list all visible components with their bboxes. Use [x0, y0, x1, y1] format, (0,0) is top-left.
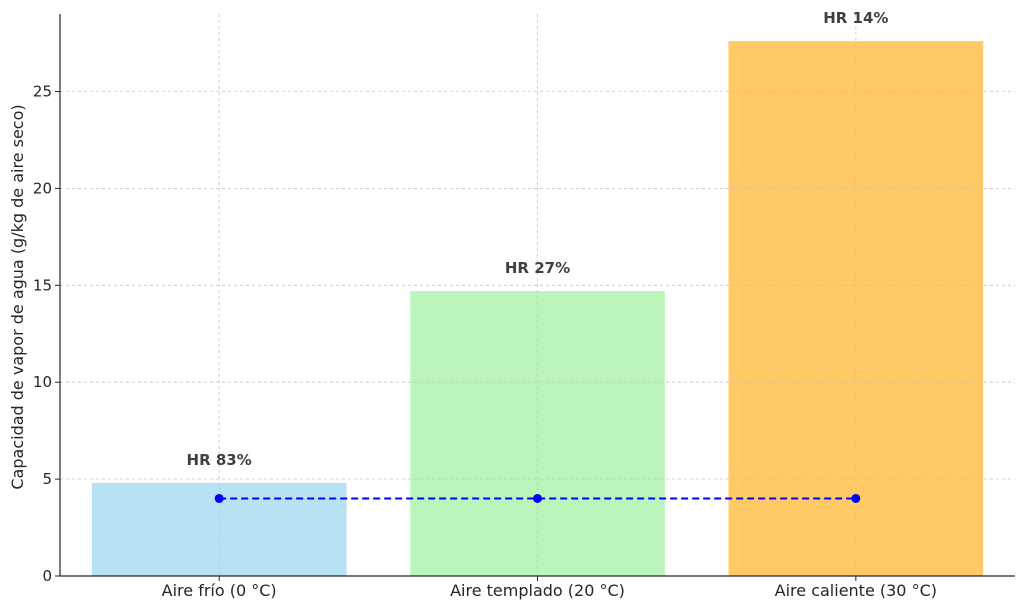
y-tick-label: 15	[33, 276, 52, 294]
x-tick-label: Aire caliente (30 °C)	[775, 581, 937, 600]
y-tick-label: 20	[33, 179, 52, 197]
bar-data-label: HR 27%	[505, 259, 570, 277]
line-point	[851, 493, 861, 503]
y-tick-label: 25	[33, 83, 52, 101]
y-tick-label: 5	[42, 470, 52, 488]
axes	[55, 14, 1015, 581]
x-tick-label: Aire frío (0 °C)	[162, 581, 277, 600]
y-axis-title: Capacidad de vapor de agua (g/kg de aire…	[8, 104, 27, 489]
humidity-line	[214, 493, 861, 503]
y-tick-label: 0	[42, 567, 52, 585]
line-point	[214, 493, 224, 503]
labels: 0 5 10 15 20 25 Aire frío (0 °C) HR 83% Aire tem…	[33, 9, 937, 600]
x-tick-label: Aire templado (20 °C)	[450, 581, 625, 600]
bar-data-label: HR 83%	[187, 451, 252, 469]
bar-data-label: HR 14%	[823, 9, 888, 27]
grid-lines-overlay	[60, 14, 1015, 577]
line-point	[533, 493, 542, 503]
y-tick-label: 10	[33, 373, 52, 391]
